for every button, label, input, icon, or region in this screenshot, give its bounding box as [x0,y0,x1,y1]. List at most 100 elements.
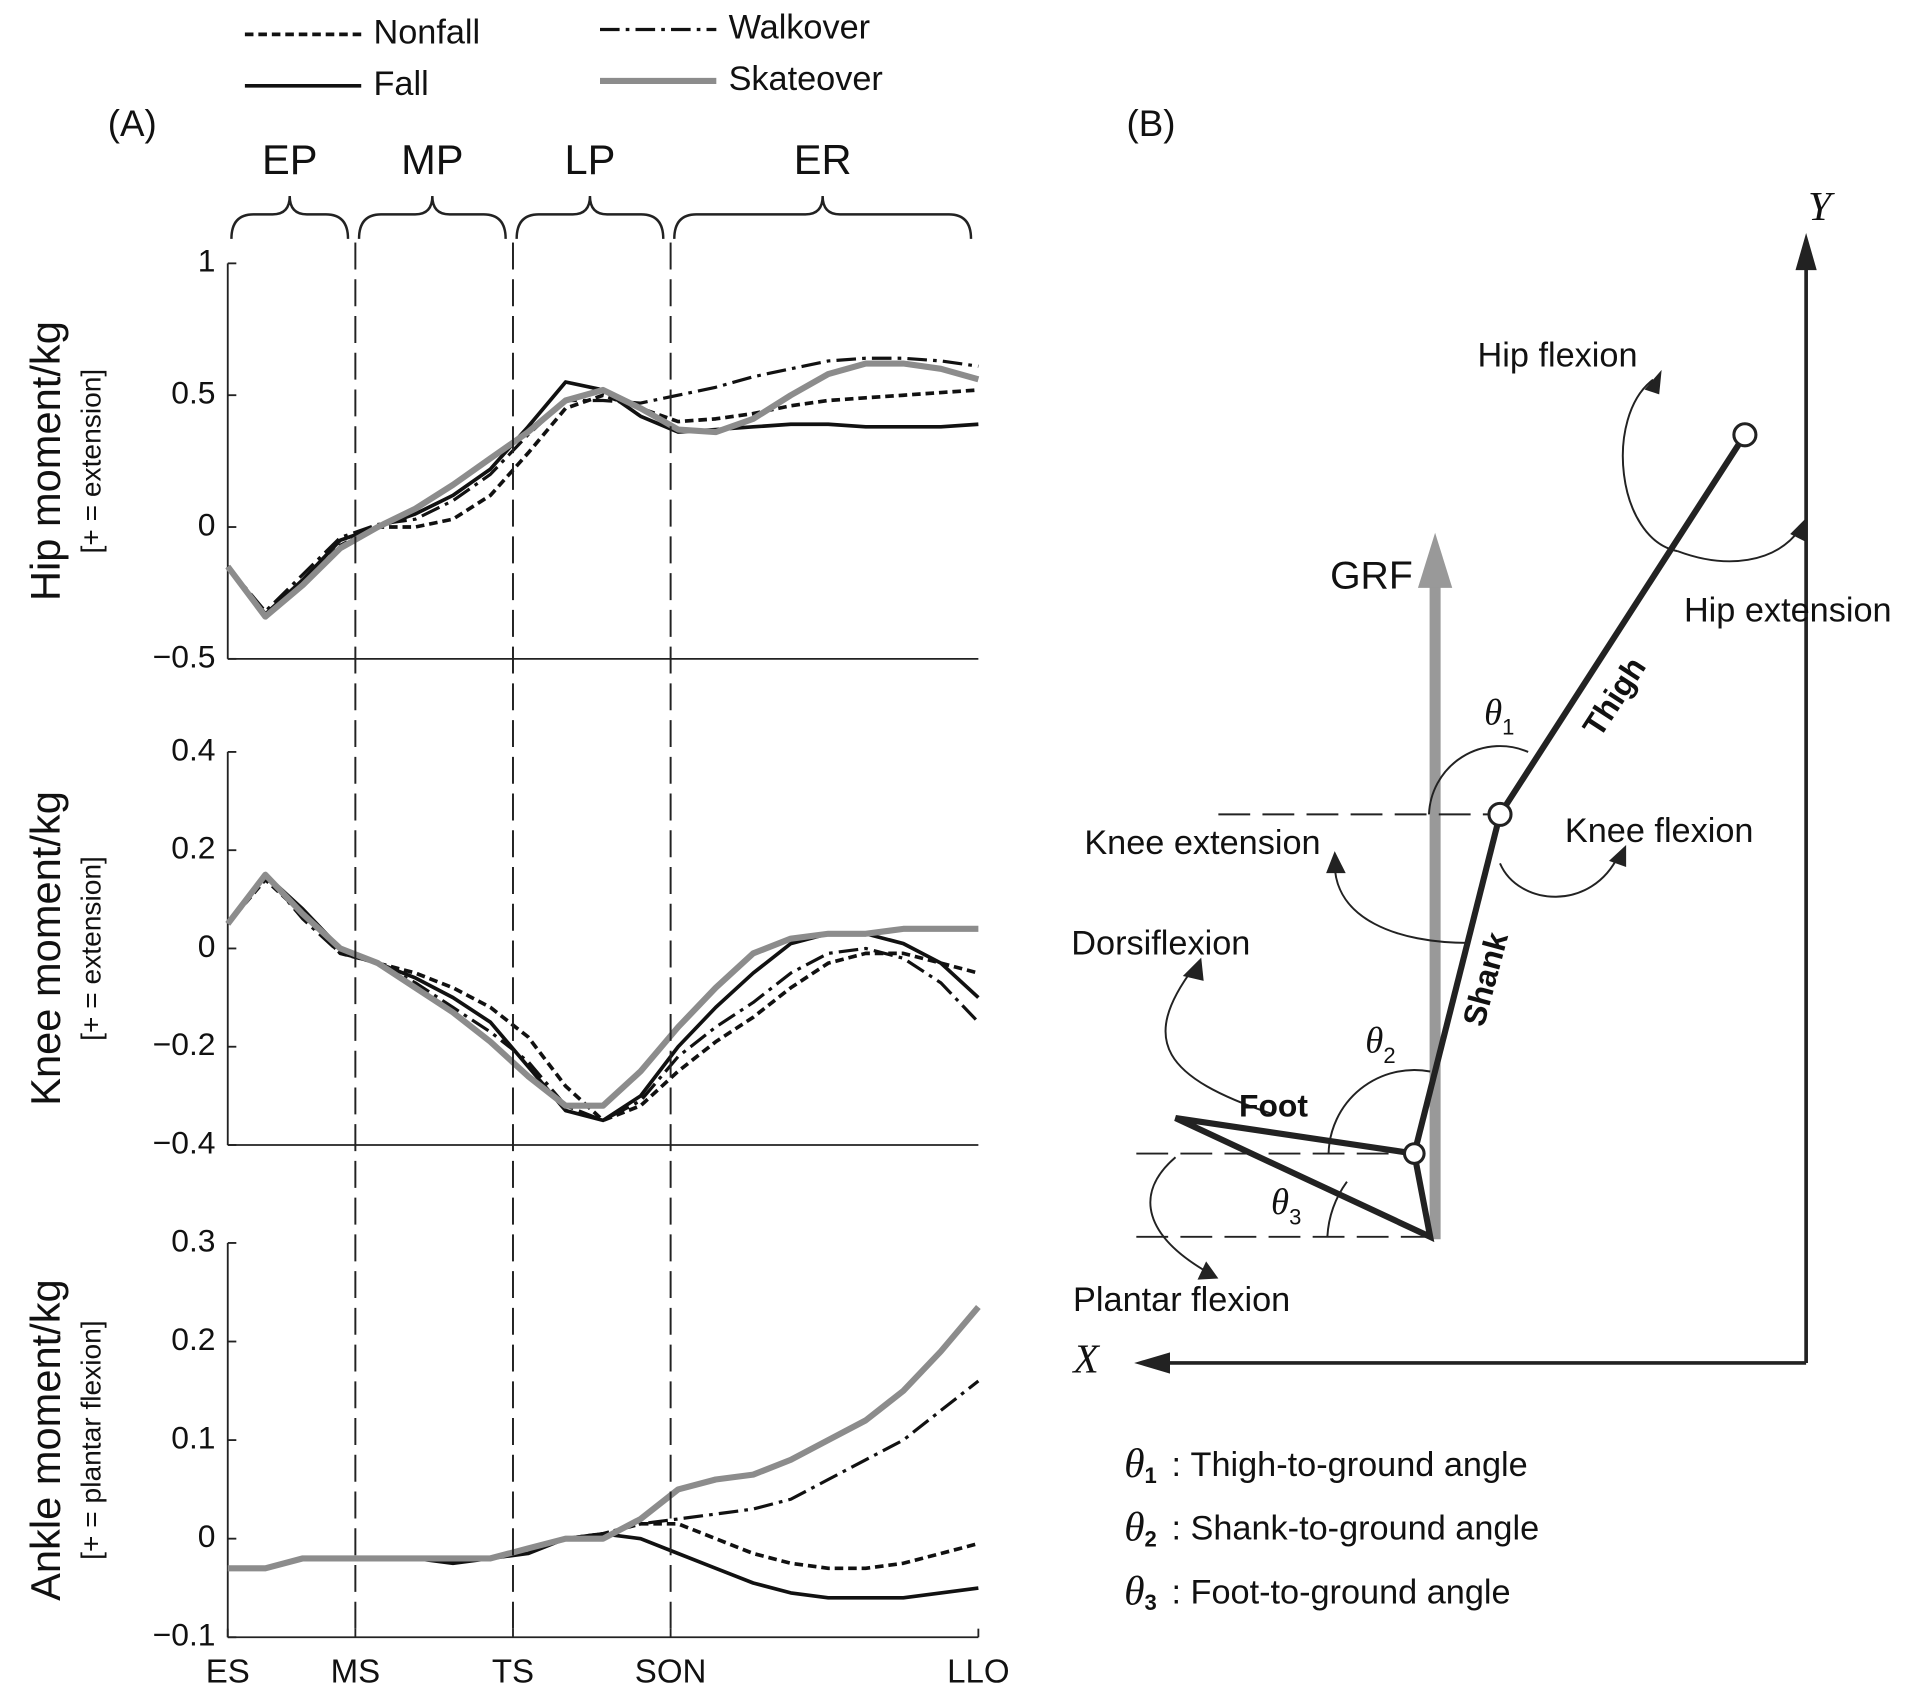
segment-label: Foot [1239,1088,1308,1124]
axis-label: X [1071,1336,1100,1382]
y-tick-label: −0.4 [153,1124,216,1160]
angle-label: θ2 [1365,1020,1395,1068]
legend-label: Skateover [729,60,883,98]
foot [1174,1115,1435,1243]
y-tick-label: 0 [198,1518,216,1554]
angle-label: θ1 [1484,692,1514,740]
moment-arrow [1164,966,1274,1116]
angle-index: 3 [1145,1590,1157,1615]
angle-symbol: θ [1271,1182,1289,1223]
angle-description: : Thigh-to-ground angle [1171,1446,1527,1484]
angle-symbol: θ [1124,1441,1144,1487]
y-axis-note: [+ = plantar flexion] [75,1320,106,1559]
hip-joint [1732,422,1758,448]
y-tick-label: 0.3 [171,1222,215,1258]
arrow-head [1644,369,1662,395]
line-series [225,360,980,620]
y-axis-label: Ankle moment/kg [22,1279,69,1601]
arrow-head [1417,532,1453,588]
angle-description: : Shank-to-ground angle [1171,1510,1539,1548]
legend-label: Nonfall [373,13,480,51]
arrow-head [1182,957,1204,981]
y-axis-note: [+ = extension] [75,856,106,1041]
line-series [226,877,979,1123]
panel-label: (A) [108,103,157,144]
panel-label: (B) [1127,103,1176,144]
arrow-head [1134,1352,1170,1374]
axis-label: Y [1808,184,1835,230]
angle-label: θ3 [1271,1182,1301,1230]
ankle-joint [1402,1142,1426,1165]
shank [1411,813,1503,1155]
line-series [226,356,979,613]
legend-label: Walkover [729,9,871,47]
x-tick-label: TS [492,1654,534,1691]
line-series [227,1531,979,1600]
y-tick-label: 0.4 [171,731,215,767]
grf-label: GRF [1330,554,1413,597]
line-series [225,871,979,1109]
segment-label: Thigh [1575,651,1652,743]
y-tick-label: 0 [198,506,216,542]
x-tick-label: LLO [947,1654,1009,1691]
angle-symbol: θ [1124,1504,1144,1550]
y-tick-label: −0.5 [153,638,216,674]
x-tick-label: ES [206,1654,250,1691]
angle-arc [1326,1181,1348,1237]
line-series [227,1379,980,1570]
moment-arrow [1621,378,1678,553]
line-series [226,873,980,1122]
moment-arrow [1149,1156,1211,1275]
phase-brace [357,195,507,239]
moment-arrow [1677,528,1801,563]
label: Hip flexion [1478,337,1638,375]
x-tick-label: MS [331,1654,381,1691]
arrow-head [1197,1261,1219,1280]
line-series [227,1305,981,1572]
y-tick-label: 0.2 [171,1321,215,1357]
y-axis-label: Knee moment/kg [22,791,69,1106]
diagram [1134,232,1817,1374]
y-tick-label: 1 [198,243,216,279]
phase-label: MP [401,136,463,183]
label: Knee flexion [1565,812,1754,850]
label: Hip extension [1684,591,1892,629]
y-tick-label: 0.2 [171,830,215,866]
moment-arrow [1333,863,1470,944]
label: Plantar flexion [1073,1281,1290,1319]
phase-label: ER [794,136,852,183]
angle-index: 2 [1383,1043,1395,1068]
y-axis-note: [+ = extension] [75,369,106,554]
angle-legend: θ2 : Shank-to-ground angle [1124,1504,1539,1551]
arrow-head [1326,851,1346,874]
y-tick-label: −0.2 [153,1026,216,1062]
y-tick-label: 0.1 [171,1419,215,1455]
line-series [226,380,979,616]
phase-label: EP [262,136,318,183]
angle-symbol: θ [1365,1020,1383,1061]
angle-index: 1 [1502,714,1514,739]
angle-symbol: θ [1484,692,1502,733]
knee-joint [1487,801,1513,827]
y-tick-label: −0.1 [153,1617,216,1653]
angle-arc [1327,1069,1431,1154]
label: Knee extension [1084,824,1320,862]
angle-legend: θ1 : Thigh-to-ground angle [1124,1441,1528,1488]
arrow-head [1795,232,1817,271]
phase-brace [515,195,665,239]
arrow-head [1608,844,1627,868]
angle-legend: θ3 : Foot-to-ground angle [1124,1568,1510,1615]
phase-brace [673,195,973,239]
angle-index: 1 [1145,1463,1157,1488]
x-tick-label: SON [635,1654,707,1691]
angle-index: 3 [1289,1204,1301,1229]
y-tick-label: 0.5 [171,375,215,411]
angle-symbol: θ [1124,1568,1144,1614]
label: Dorsiflexion [1071,924,1250,962]
thigh [1497,433,1748,817]
angle-description: : Foot-to-ground angle [1171,1573,1510,1611]
angle-index: 2 [1145,1526,1157,1551]
line-series [226,388,979,616]
